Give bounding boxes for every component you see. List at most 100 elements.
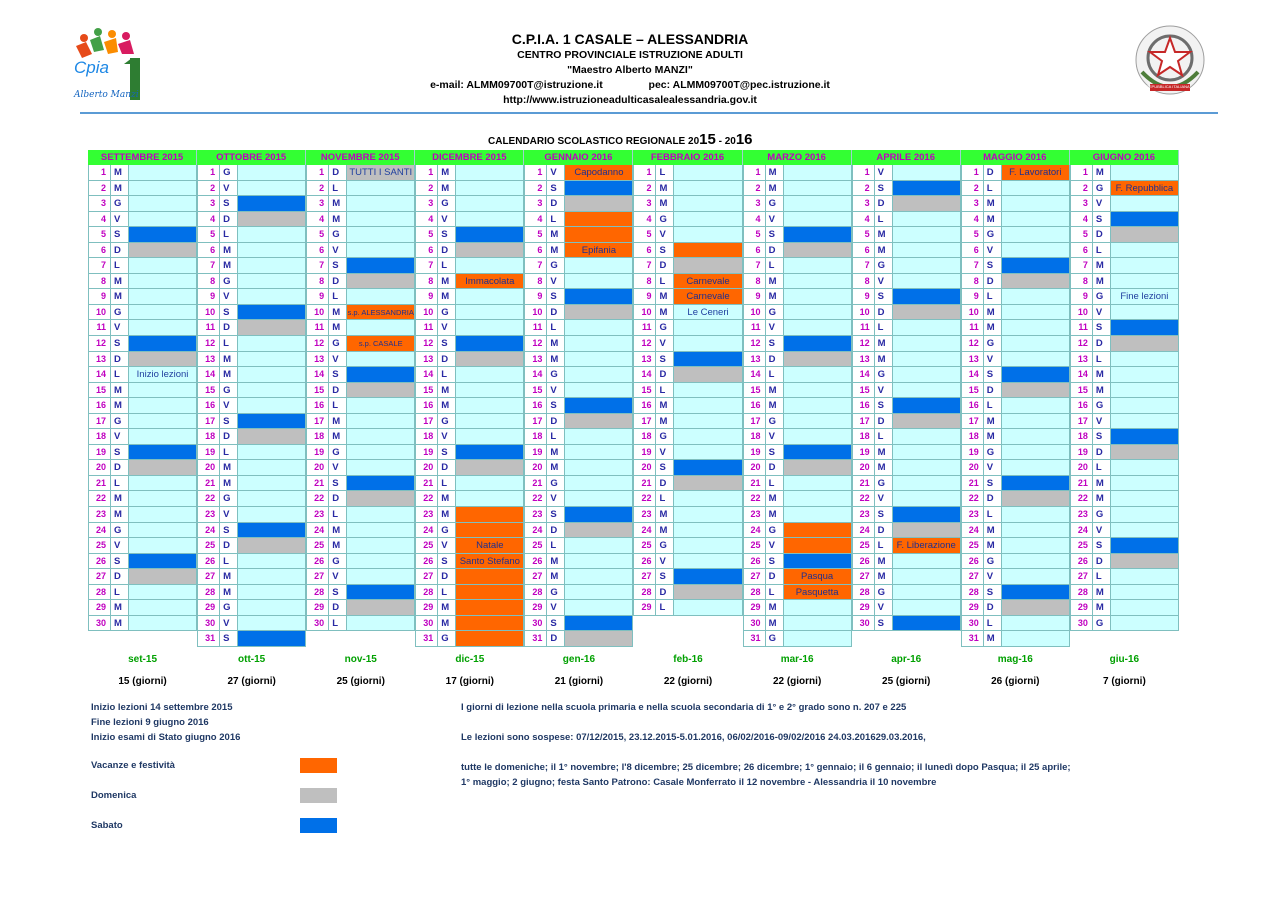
day-number: 22 xyxy=(197,491,220,507)
day-number: 14 xyxy=(960,367,983,382)
day-note xyxy=(891,196,961,211)
day-note xyxy=(1000,615,1070,631)
day-note xyxy=(237,538,307,553)
day-number: 26 xyxy=(633,553,656,569)
month-days-count: 27 (giorni) xyxy=(227,675,276,687)
day-letter: M xyxy=(328,429,347,444)
day-number: 24 xyxy=(1069,522,1092,538)
day-number: 4 xyxy=(633,211,656,227)
legend-item: Domenica xyxy=(91,788,351,818)
day-letter: D xyxy=(110,351,128,367)
day-letter: M xyxy=(764,615,783,631)
day-letter: L xyxy=(655,165,674,180)
day-note xyxy=(128,196,198,211)
day-letter: V xyxy=(764,538,783,553)
day-row: 29 D xyxy=(960,600,1070,616)
day-letter: G xyxy=(655,320,674,336)
day-letter: S xyxy=(1091,538,1110,553)
day-number: 28 xyxy=(633,584,656,600)
day-number: 8 xyxy=(197,273,220,289)
day-row: 29 V xyxy=(851,600,961,616)
day-letter: S xyxy=(982,367,1001,382)
day-row: 16 M xyxy=(633,398,743,414)
day-letter: S xyxy=(655,351,674,367)
day-row: 27 V xyxy=(306,569,416,585)
day-number: 17 xyxy=(415,413,438,429)
day-event: Natale xyxy=(455,538,525,553)
day-note xyxy=(346,569,416,584)
day-letter: G xyxy=(328,336,347,351)
day-note xyxy=(782,491,852,507)
day-number: 5 xyxy=(524,227,547,242)
day-note xyxy=(455,304,525,320)
month-days-count: 26 (giorni) xyxy=(991,675,1040,687)
day-number: 26 xyxy=(415,553,438,569)
day-number: 12 xyxy=(88,336,110,351)
day-letter: M xyxy=(110,273,128,289)
day-row: 16 S xyxy=(851,398,961,414)
day-number: 14 xyxy=(851,367,874,382)
day-number: 21 xyxy=(88,475,110,491)
day-letter: M xyxy=(1091,382,1110,398)
day-note xyxy=(237,273,307,289)
day-note xyxy=(782,553,852,569)
day-number: 27 xyxy=(306,569,329,584)
day-letter: M xyxy=(437,273,456,289)
day-letter: S xyxy=(655,242,674,258)
day-letter: M xyxy=(219,242,238,258)
day-note xyxy=(564,336,634,351)
day-number: 27 xyxy=(1069,569,1092,584)
website-link[interactable]: http://www.istruzioneadulticasalealessan… xyxy=(503,94,757,106)
day-letter: D xyxy=(764,242,783,258)
day-row: 30 M xyxy=(415,615,525,632)
email-link[interactable]: e-mail: ALMM09700T@istruzione.it xyxy=(430,79,603,91)
day-letter: G xyxy=(437,631,456,646)
day-row: 27 V xyxy=(960,569,1070,585)
day-letter: S xyxy=(873,398,892,413)
logo-manzi-text: Alberto Manzi xyxy=(74,90,139,100)
day-letter: V xyxy=(873,273,892,289)
day-note xyxy=(455,413,525,429)
day-letter: M xyxy=(764,600,783,615)
day-row: 26 S Santo Stefano xyxy=(415,553,525,570)
day-letter: G xyxy=(873,258,892,273)
day-row: 27 S xyxy=(633,569,743,585)
day-number: 19 xyxy=(960,444,983,460)
day-row: 19 S xyxy=(742,444,852,461)
pec-link[interactable]: pec: ALMM09700T@pec.istruzione.it xyxy=(648,79,830,91)
day-note xyxy=(673,553,743,569)
day-letter: L xyxy=(219,227,238,242)
day-note xyxy=(237,413,307,429)
day-number: 13 xyxy=(633,351,656,367)
day-number: 15 xyxy=(306,382,329,398)
day-note xyxy=(782,631,852,646)
day-row: 12 M xyxy=(851,336,961,352)
day-number: 2 xyxy=(524,180,547,196)
day-number: 10 xyxy=(1069,304,1092,320)
day-number: 5 xyxy=(742,227,765,242)
day-letter: M xyxy=(546,460,565,475)
day-letter: L xyxy=(328,180,347,196)
day-note xyxy=(346,491,416,507)
day-event: s.p. CASALE xyxy=(346,336,416,351)
day-note xyxy=(673,491,743,507)
day-number: 2 xyxy=(415,180,438,196)
day-row: 18 L xyxy=(524,429,634,445)
day-row: 21 M xyxy=(1069,475,1179,492)
day-note xyxy=(564,413,634,429)
day-note xyxy=(673,475,743,491)
day-row: 31 G xyxy=(742,631,852,647)
day-note xyxy=(455,600,525,615)
day-letter: M xyxy=(982,211,1001,227)
month-short-label: set-15 xyxy=(128,653,157,665)
